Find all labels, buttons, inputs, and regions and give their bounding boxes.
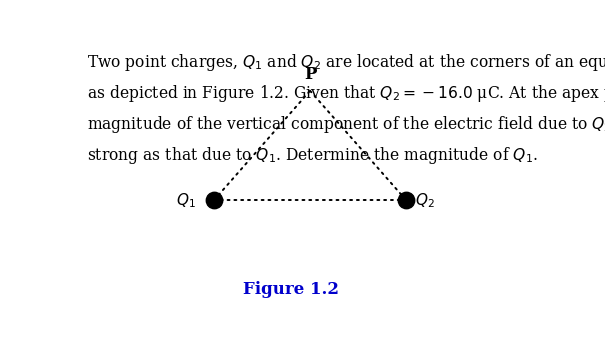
Text: P: P: [304, 66, 316, 83]
Point: [209, 197, 219, 203]
Text: $\mathit{Q}_1$: $\mathit{Q}_1$: [177, 191, 196, 210]
Text: magnitude of the vertical component of the electric field due to $\mathit{Q}_2$ : magnitude of the vertical component of t…: [87, 114, 605, 135]
Text: strong as that due to $\mathit{Q}_1$. Determine the magnitude of $\mathit{Q}_1$.: strong as that due to $\mathit{Q}_1$. De…: [87, 145, 538, 166]
Text: Figure 1.2: Figure 1.2: [243, 280, 339, 298]
Text: as depicted in Figure 1.2. Given that $\mathit{Q}_2 = -16.0$ μC. At the apex poi: as depicted in Figure 1.2. Given that $\…: [87, 83, 605, 104]
Text: $\mathit{Q}_2$: $\mathit{Q}_2$: [414, 191, 434, 210]
Point: [401, 197, 411, 203]
Text: Two point charges, $\mathit{Q}_1$ and $\mathit{Q}_2$ are located at the corners : Two point charges, $\mathit{Q}_1$ and $\…: [87, 52, 605, 73]
